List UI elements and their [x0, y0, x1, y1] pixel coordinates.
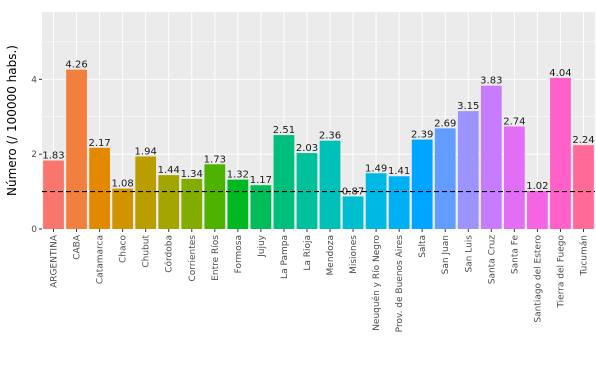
- bar: [527, 190, 548, 229]
- data-label: 3.15: [457, 101, 479, 112]
- x-tick-label: CABA: [73, 234, 83, 260]
- bar: [411, 139, 433, 229]
- x-tick-label: ARGENTINA: [50, 234, 60, 288]
- bar: [388, 176, 410, 229]
- bar: [573, 145, 594, 229]
- data-label: 3.83: [480, 76, 502, 87]
- bar: [365, 173, 387, 229]
- x-tick-label: Tierra del Fuego: [556, 235, 566, 309]
- bar: [457, 111, 479, 229]
- bar: [112, 188, 134, 229]
- data-label: 0.87: [342, 186, 364, 197]
- x-tick-label: San Luis: [464, 235, 474, 273]
- data-label: 1.94: [135, 146, 157, 157]
- data-label: 4.26: [65, 60, 87, 71]
- x-tick-label: Corrientes: [188, 235, 198, 282]
- x-tick-label: Santa Fe: [510, 235, 520, 275]
- data-label: 1.44: [158, 165, 180, 176]
- data-label: 2.74: [503, 116, 525, 127]
- bar: [43, 160, 64, 229]
- data-label: 2.39: [411, 130, 433, 141]
- x-tick-label: San Juan: [441, 235, 451, 274]
- data-label: 1.73: [204, 154, 226, 165]
- y-tick-label: 4: [31, 75, 37, 85]
- bar: [89, 147, 110, 229]
- bar: [227, 179, 249, 229]
- x-tick-label: Santa Cruz: [487, 235, 497, 285]
- bar: [342, 196, 364, 229]
- y-axis-ticks: 0 2 4: [31, 75, 42, 235]
- x-tick-label: La Rioja: [303, 235, 313, 271]
- data-label: 4.04: [549, 68, 571, 79]
- x-axis-ticks: ARGENTINA CABA Catamarca Chaco Chubut Córdoba…: [50, 229, 589, 333]
- bar: [181, 178, 203, 229]
- x-tick-label: La Pampa: [280, 235, 290, 279]
- y-tick-label: 2: [31, 150, 37, 160]
- data-label: 1.02: [526, 181, 548, 192]
- bar: [135, 156, 157, 229]
- x-tick-label: Misiones: [349, 235, 359, 274]
- bar: [434, 128, 456, 229]
- data-label: 1.49: [365, 163, 387, 174]
- data-label: 1.41: [388, 166, 410, 177]
- x-tick-label: Chubut: [142, 235, 152, 268]
- panel-background: [42, 12, 595, 229]
- x-tick-label: Chaco: [119, 235, 129, 263]
- bar: [66, 69, 87, 229]
- data-label: 1.32: [227, 170, 249, 181]
- bars: [43, 69, 594, 230]
- x-tick-label: Formosa: [234, 235, 244, 273]
- bar: [503, 126, 525, 229]
- bar: [158, 175, 180, 229]
- x-tick-label: Córdoba: [164, 235, 175, 273]
- x-tick-label: Prov. de Buenos Aires: [395, 235, 405, 333]
- data-label: 1.34: [181, 169, 203, 180]
- bar: [250, 185, 272, 229]
- y-tick-label: 0: [31, 225, 37, 235]
- data-label: 2.24: [572, 135, 594, 146]
- data-labels: 1.83 4.26 2.17 1.08 1.941.44 1.341.731.321.17…: [42, 60, 594, 198]
- bar: [550, 77, 571, 230]
- x-tick-label: Neuquén y Río Negro: [371, 235, 382, 331]
- data-label: 1.08: [112, 179, 134, 190]
- data-label: 2.36: [319, 131, 341, 142]
- bar: [273, 135, 295, 229]
- bar: [319, 140, 341, 229]
- x-tick-label: Mendoza: [326, 235, 336, 275]
- x-tick-label: Jujuy: [257, 234, 267, 258]
- data-label: 2.69: [434, 118, 456, 129]
- x-tick-label: Salta: [418, 235, 428, 258]
- x-tick-label: Tucumán: [579, 235, 589, 276]
- data-label: 1.17: [250, 175, 272, 186]
- bar: [480, 85, 502, 229]
- x-tick-label: Entre Ríos: [211, 235, 221, 281]
- data-label: 2.51: [273, 125, 295, 136]
- x-tick-label: Catamarca: [96, 235, 106, 284]
- bar: [204, 164, 226, 229]
- data-label: 1.83: [42, 151, 64, 162]
- x-tick-label: Santiago del Estero: [533, 235, 543, 323]
- data-label: 2.17: [88, 138, 110, 149]
- data-label: 2.03: [296, 143, 318, 154]
- y-axis-title: Número (/ 100000 habs.): [5, 45, 19, 196]
